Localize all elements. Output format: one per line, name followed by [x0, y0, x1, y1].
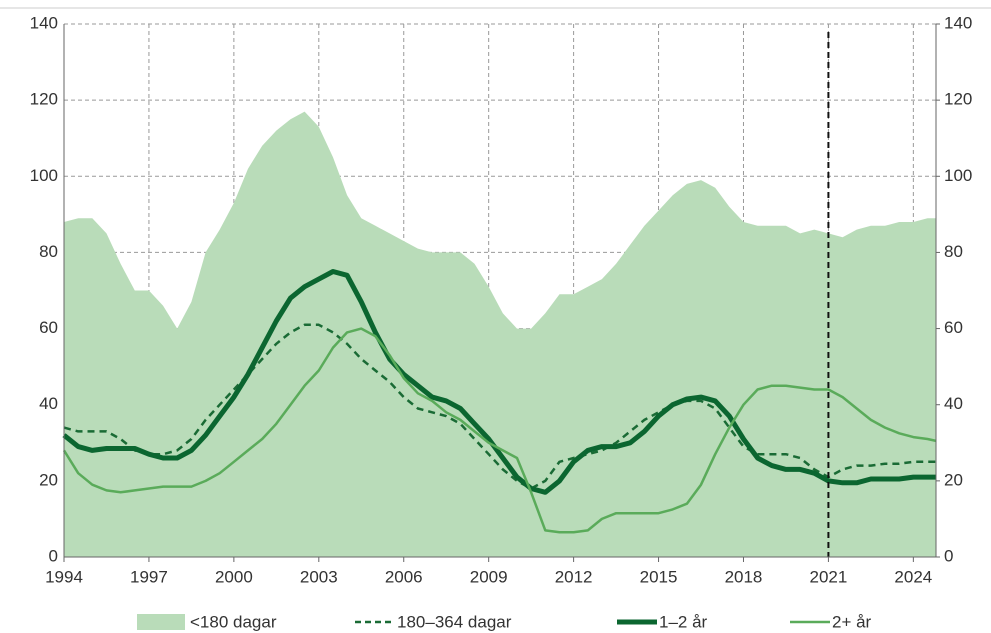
y2-tick-label: 60	[944, 318, 963, 337]
y2-tick-label: 0	[944, 546, 953, 565]
x-tick-label: 2012	[555, 567, 593, 586]
legend: <180 dagar 180–364 dagar 1–2 år 2+ år	[137, 612, 872, 631]
y-tick-label: 120	[30, 90, 58, 109]
line	[63, 323, 936, 490]
series-group	[62, 32, 937, 557]
y2-tick-label: 20	[944, 470, 963, 489]
legend-label: 180–364 dagar	[397, 612, 512, 631]
y-tick-label: 60	[39, 318, 58, 337]
legend-label: <180 dagar	[190, 612, 277, 631]
x-tick-label: 2009	[470, 567, 508, 586]
line	[62, 327, 937, 534]
x-tick-label: 2000	[215, 567, 253, 586]
y-tick-label: 80	[39, 242, 58, 261]
x-tick-label: 2006	[385, 567, 423, 586]
x-tick-label: 1994	[45, 567, 83, 586]
y-tick-label: 100	[30, 166, 58, 185]
y-tick-label: 40	[39, 394, 58, 413]
x-tick-label: 2003	[300, 567, 338, 586]
legend-label: 2+ år	[832, 612, 872, 631]
y2-tick-label: 120	[944, 90, 972, 109]
legend-swatch	[137, 614, 185, 630]
y2-tick-label: 100	[944, 166, 972, 185]
x-tick-label: 2015	[640, 567, 678, 586]
y-tick-label: 0	[49, 546, 58, 565]
x-tick-label: 2018	[725, 567, 763, 586]
line	[62, 269, 936, 495]
legend-label: 1–2 år	[659, 612, 708, 631]
x-tick-label: 1997	[130, 567, 168, 586]
x-tick-label: 2024	[894, 567, 932, 586]
y2-tick-label: 140	[944, 13, 972, 32]
y-tick-label: 140	[30, 13, 58, 32]
axes: 0 20 40 60 80 100 120 140 0 20 40 60 80 100 120 140 1994…	[30, 13, 973, 586]
y2-tick-label: 40	[944, 394, 963, 413]
y-tick-label: 20	[39, 470, 58, 489]
x-tick-label: 2021	[810, 567, 848, 586]
y2-tick-label: 80	[944, 242, 963, 261]
area	[64, 111, 936, 557]
